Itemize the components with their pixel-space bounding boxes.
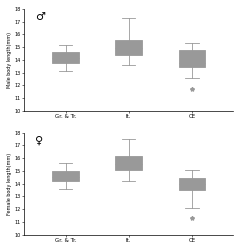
Y-axis label: Male body length(mm): Male body length(mm): [7, 32, 12, 88]
PathPatch shape: [115, 40, 142, 55]
PathPatch shape: [115, 156, 142, 170]
Text: ♀: ♀: [35, 136, 43, 145]
PathPatch shape: [52, 52, 79, 62]
PathPatch shape: [179, 178, 205, 190]
Y-axis label: Female body length(mm): Female body length(mm): [7, 152, 12, 215]
PathPatch shape: [52, 172, 79, 181]
PathPatch shape: [179, 50, 205, 67]
Text: ♂: ♂: [35, 12, 45, 22]
